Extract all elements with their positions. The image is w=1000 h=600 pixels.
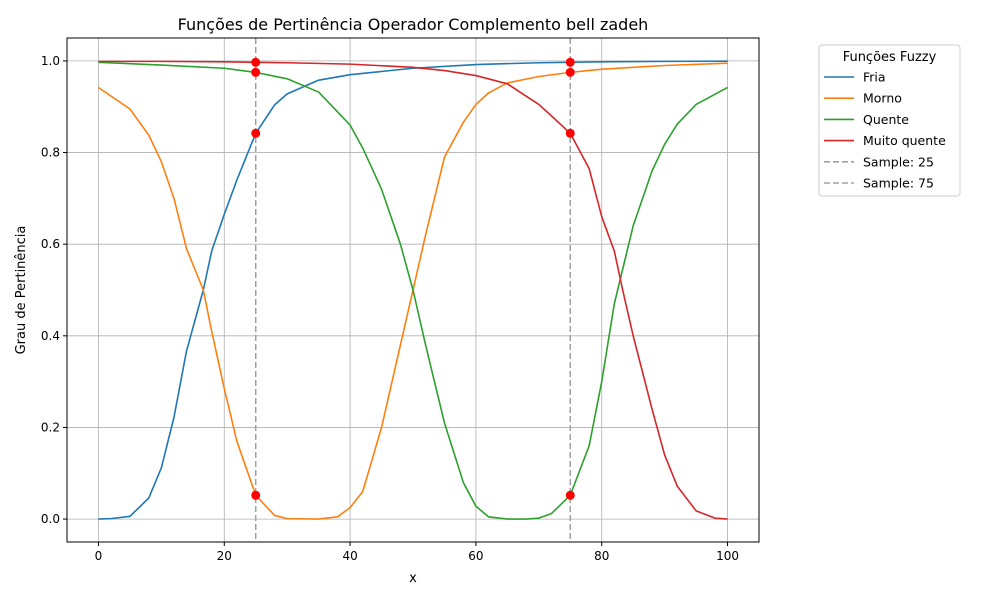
y-tick-label: 0.2 [41,420,60,434]
sample-markers [251,57,575,500]
chart-title: Funções de Pertinência Operador Compleme… [178,15,649,34]
sample-point [565,128,575,138]
legend-title: Funções Fuzzy [843,50,937,65]
series-lines [97,60,728,520]
legend-label: Morno [863,91,902,106]
y-axis-label: Grau de Pertinência [14,226,29,355]
legend-label: Sample: 75 [863,176,934,191]
series-line-quente [98,61,728,520]
sample-point [251,67,261,77]
y-tick-label: 0.0 [41,512,60,526]
y-tick-label: 0.8 [41,146,60,160]
legend-box [818,44,961,197]
plot-frame [66,37,760,543]
x-tick-label: 80 [594,549,609,563]
grid [67,38,759,542]
axis-ticks: 0 20 40 60 80 100 0.0 0.2 0.4 0.6 0.8 1.0 [41,54,739,563]
legend: Funções Fuzzy Fria Morno Quente Muito quent… [818,44,961,197]
sample-point [565,67,575,77]
y-tick-label: 0.6 [41,237,60,251]
x-tick-label: 20 [217,549,232,563]
y-tick-label: 1.0 [41,54,60,68]
sample-point [565,57,575,67]
legend-entries: Fria Morno Quente Muito quente Sample: 25 Sam… [824,70,946,191]
x-tick-label: 60 [468,549,483,563]
x-tick-label: 40 [342,549,357,563]
sample-point [565,490,575,500]
x-tick-label: 0 [95,549,103,563]
sample-point [251,57,261,67]
series-line-morno [97,62,728,520]
series-line-muito-quente [98,60,728,520]
sample-point [251,128,261,138]
y-tick-label: 0.4 [41,329,60,343]
legend-label: Fria [863,70,886,85]
x-axis-label: x [409,571,417,586]
sample-point [251,490,261,500]
sample-lines [254,38,572,542]
legend-label: Muito quente [863,133,946,148]
legend-label: Sample: 25 [863,154,934,169]
x-tick-label: 100 [716,549,739,563]
series-line-fria [98,60,728,520]
legend-label: Quente [863,112,909,127]
